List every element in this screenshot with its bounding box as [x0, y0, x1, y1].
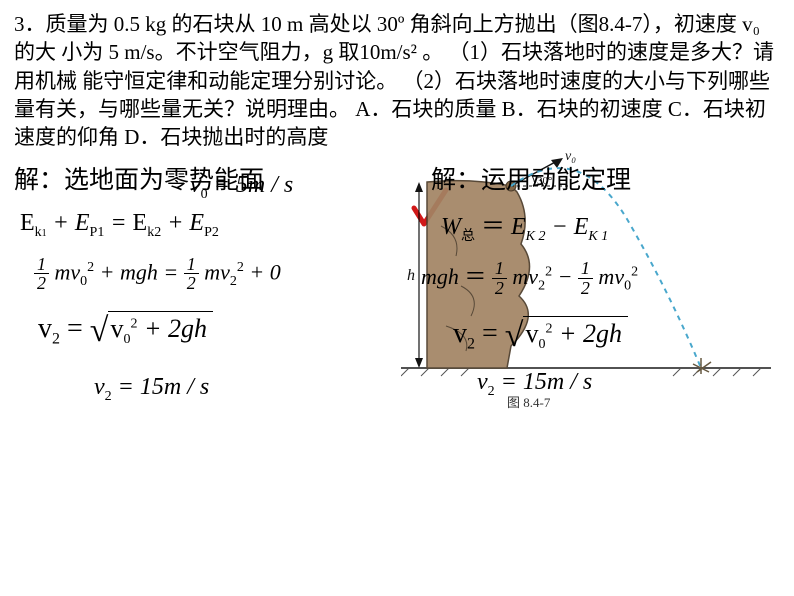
right-heading: 解：运用动能定理	[431, 160, 780, 196]
figure-caption: 图 8.4-7	[507, 392, 550, 411]
problem-statement: 3．质量为 0.5 kg 的石块从 10 m 高处以 30º 角斜向上方抛出（图…	[0, 0, 794, 152]
kinetic-energy-eq-right: mgh ＝ 12 mv22 − 12 mv02	[421, 259, 780, 298]
height-label: h	[407, 267, 415, 284]
kinetic-energy-eq-left: 12 mv02 + mgh = 12 mv22 + 0	[34, 255, 397, 294]
velocity-formula-left: v2 = √v02 + 2gh	[38, 311, 397, 350]
velocity-formula-right: v2 = √v02 + 2gh	[453, 316, 780, 355]
final-velocity-left: v2 = 15m / s	[94, 374, 397, 405]
energy-conservation-eq: Ek1 + EP1 = Ek2 + EP2	[20, 210, 397, 241]
left-heading: 解：选地面为零势能面 v0 = 5m / s	[14, 160, 397, 196]
v0-value: v0 = 5m / s	[190, 172, 293, 203]
solution-energy-conservation: 解：选地面为零势能面 v0 = 5m / s Ek1 + EP1 = Ek2 +…	[14, 160, 397, 405]
solution-work-energy-theorem: h v₀ 30° 图 8.4-7 解：运用动能定理 W总 ＝ EK 2 − EK…	[397, 160, 780, 405]
work-energy-eq: W总 ＝ EK 2 − EK 1	[441, 206, 780, 245]
